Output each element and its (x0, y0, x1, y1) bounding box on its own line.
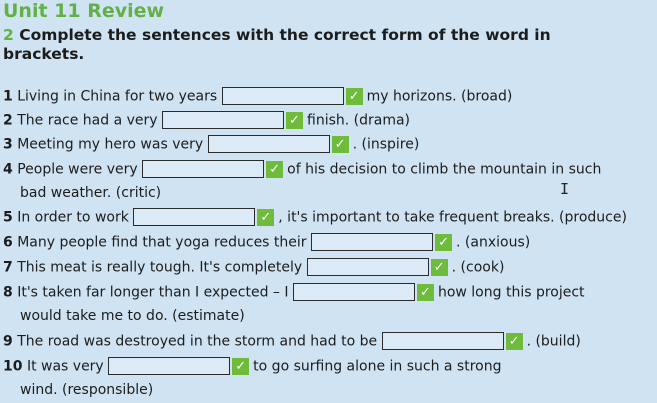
item-text-after: finish. (drama) (307, 112, 411, 129)
item-number: 4 (3, 161, 13, 178)
item-text-after: how long this project (437, 284, 585, 301)
answer-input-8[interactable] (292, 283, 415, 301)
item-text-before: The race had a very (17, 112, 158, 129)
answer-input-2[interactable] (162, 111, 284, 129)
item-8-continuation: would take me to do. (estimate) (20, 308, 245, 324)
check-icon[interactable]: ✓ (286, 111, 303, 129)
check-icon[interactable]: ✓ (435, 233, 453, 251)
exercise-item-3: 3 Meeting my hero was very ✓. (inspire) (3, 132, 655, 157)
exercise-item-5: 5 In order to work ✓, it's important to … (3, 205, 655, 230)
exercise-item-7: 7 This meat is really tough. It's comple… (3, 255, 655, 280)
item-text-before: This meat is really tough. It's complete… (17, 259, 303, 276)
exercise-item-1: 1 Living in China for two years ✓ my hori… (3, 84, 655, 109)
instruction-number: 2 (3, 26, 14, 44)
item-text-before: It's taken far longer than I expected – … (17, 284, 289, 301)
exercise-item-4: 4 People were very ✓ of his decision to c… (3, 157, 655, 182)
item-text-before: Meeting my hero was very (17, 136, 204, 153)
check-icon[interactable]: ✓ (266, 160, 284, 178)
item-text-after: of his decision to climb the mountain in… (287, 161, 602, 178)
item-text-after: to go surfing alone in such a strong (253, 358, 502, 375)
item-number: 9 (3, 333, 13, 350)
instruction-text: Complete the sentences with the correct … (3, 26, 551, 63)
check-icon[interactable]: ✓ (345, 87, 363, 105)
item-text-after: my horizons. (broad) (366, 88, 513, 105)
item-text-after: . (anxious) (456, 234, 531, 251)
answer-input-4[interactable] (142, 160, 265, 178)
exercise-item-6: 6 Many people find that yoga reduces the… (3, 230, 655, 255)
answer-input-10[interactable] (108, 357, 231, 375)
item-text-after: . (build) (526, 333, 581, 350)
answer-input-5[interactable] (133, 208, 256, 226)
item-text-after: . (cook) (451, 259, 505, 276)
exercise-item-10: 10 It was very ✓ to go surfing alone in s… (3, 354, 655, 379)
item-number: 3 (3, 136, 13, 153)
instruction: 2 Complete the sentences with the correc… (3, 26, 603, 64)
item-number: 10 (3, 358, 23, 375)
exercise-item-2: 2 The race had a very ✓ finish. (drama) (3, 108, 655, 133)
item-text-after: . (inspire) (352, 136, 420, 153)
item-4-continuation: bad weather. (critic) (20, 185, 162, 201)
check-icon[interactable]: ✓ (416, 283, 434, 301)
check-icon[interactable]: ✓ (232, 357, 250, 375)
item-text-before: In order to work (17, 209, 129, 226)
item-number: 7 (3, 259, 13, 276)
answer-input-1[interactable] (221, 87, 344, 105)
text-cursor-icon: I (560, 180, 570, 198)
page-title: Unit 11 Review (3, 0, 165, 22)
answer-input-7[interactable] (306, 258, 429, 276)
item-text-before: The road was destroyed in the storm and … (17, 333, 378, 350)
answer-input-9[interactable] (381, 332, 504, 350)
item-text-before: Many people find that yoga reduces their (17, 234, 307, 251)
item-text-before: Living in China for two years (17, 88, 218, 105)
item-text-before: People were very (17, 161, 138, 178)
check-icon[interactable]: ✓ (430, 258, 448, 276)
item-text-after: , it's important to take frequent breaks… (278, 209, 627, 226)
answer-input-6[interactable] (311, 233, 434, 251)
exercise-item-8: 8 It's taken far longer than I expected … (3, 280, 655, 305)
item-number: 6 (3, 234, 13, 251)
item-text-before: It was very (26, 358, 104, 375)
check-icon[interactable]: ✓ (257, 208, 275, 226)
item-number: 2 (3, 112, 13, 129)
item-number: 1 (3, 88, 13, 105)
check-icon[interactable]: ✓ (331, 135, 349, 153)
item-10-continuation: wind. (responsible) (20, 382, 154, 398)
item-number: 8 (3, 284, 13, 301)
exercise-item-9: 9 The road was destroyed in the storm an… (3, 329, 655, 354)
item-number: 5 (3, 209, 13, 226)
answer-input-3[interactable] (207, 135, 330, 153)
check-icon[interactable]: ✓ (505, 332, 523, 350)
